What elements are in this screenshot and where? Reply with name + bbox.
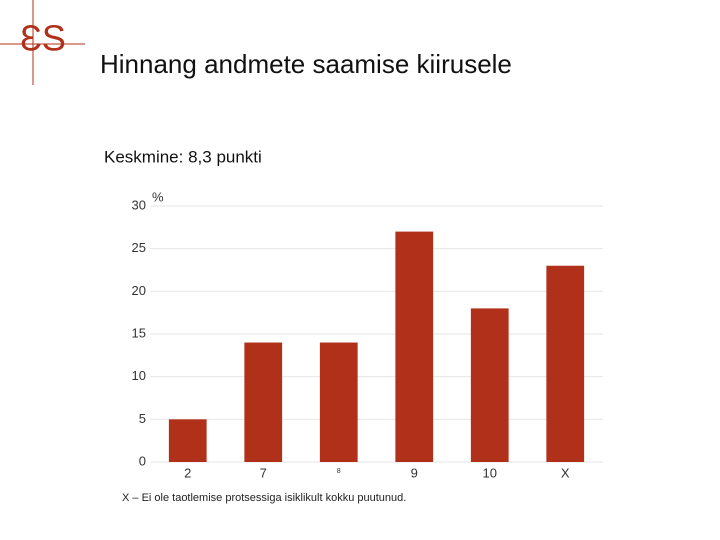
bar (546, 265, 585, 462)
x-tick-label: 7 (260, 465, 267, 480)
y-tick-label: 10 (132, 368, 146, 383)
bar (168, 419, 207, 462)
bar (319, 342, 358, 462)
y-tick-label: 30 (132, 197, 146, 212)
chart-subtitle: Keskmine: 8,3 punkti (104, 147, 262, 166)
y-axis-label: % (152, 189, 164, 204)
logo: ƐS (20, 18, 66, 59)
y-tick-label: 0 (139, 453, 146, 468)
y-tick-label: 20 (132, 283, 146, 298)
x-tick-label: 8 (337, 468, 341, 475)
bar (470, 308, 509, 462)
chart-title: Hinnang andmete saamise kiirusele (100, 49, 512, 79)
x-tick-label: 2 (184, 465, 191, 480)
x-tick-label: X (561, 465, 570, 480)
footnote: X – Ei ole taotlemise protsessiga isikli… (122, 492, 406, 504)
y-tick-label: 25 (132, 240, 146, 255)
y-tick-label: 5 (139, 411, 146, 426)
x-tick-label: 10 (483, 465, 497, 480)
bar (244, 342, 283, 462)
y-tick-label: 15 (132, 325, 146, 340)
x-tick-label: 9 (411, 465, 418, 480)
bar (395, 231, 434, 462)
